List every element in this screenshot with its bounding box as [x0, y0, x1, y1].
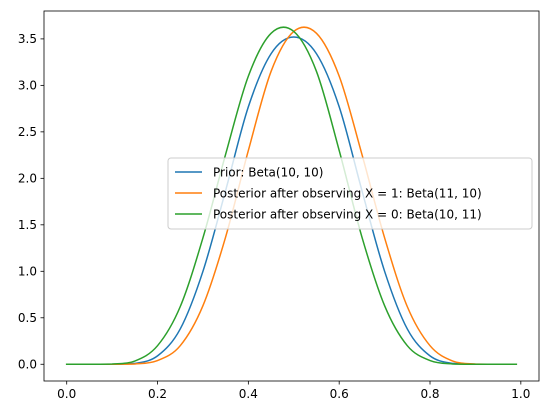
axes-frame	[43, 10, 540, 382]
x-tick-label: 0.6	[330, 387, 349, 401]
legend: Prior: Beta(10, 10) Posterior after obser…	[167, 157, 533, 230]
legend-box	[167, 157, 533, 230]
axes: 0.0 0.2 0.4 0.6 0.8 1.0 0.0 0.5 1.0 1.5 2.0 2.5 3.0 3…	[18, 10, 540, 401]
x-tick-label: 1.0	[511, 387, 530, 401]
y-tick-label: 2.5	[18, 125, 37, 139]
x-tick-label: 0.8	[420, 387, 439, 401]
y-tick-label: 0.5	[18, 311, 37, 325]
y-tick-label: 3.5	[18, 32, 37, 46]
x-tick-label: 0.0	[57, 387, 76, 401]
legend-label-2: Posterior after observing X = 1: Beta(11…	[213, 187, 482, 201]
x-tick-label: 0.2	[148, 387, 167, 401]
y-tick-label: 1.0	[18, 265, 37, 279]
y-tick-label: 1.5	[18, 218, 37, 232]
legend-label-3: Posterior after observing X = 0: Beta(10…	[213, 208, 482, 222]
y-tick-label: 0.0	[18, 358, 37, 372]
legend-label-1: Prior: Beta(10, 10)	[213, 166, 323, 180]
series-lines	[65, 26, 518, 366]
series-line-1	[65, 36, 518, 366]
x-tick-label: 0.4	[239, 387, 258, 401]
y-tick-label: 3.0	[18, 79, 37, 93]
y-tick-label: 2.0	[18, 172, 37, 186]
series-line-3	[65, 26, 518, 366]
